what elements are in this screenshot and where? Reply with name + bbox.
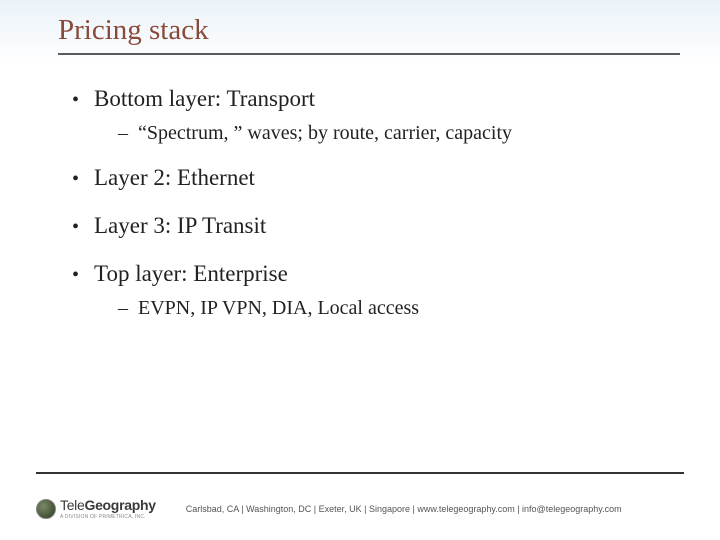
globe-icon <box>36 499 56 519</box>
bullet-text: Top layer: Enterprise <box>94 261 288 287</box>
bullet-text: Layer 2: Ethernet <box>94 165 255 191</box>
logo-subtext: A DIVISION OF PRIMETRICA, INC. <box>60 514 156 520</box>
footer-info: Carlsbad, CA | Washington, DC | Exeter, … <box>186 504 622 514</box>
bullet-icon: • <box>72 90 94 110</box>
bullet-text: Bottom layer: Transport <box>94 86 315 112</box>
bullet-ip-transit: • Layer 3: IP Transit <box>72 213 670 239</box>
subbullet-text: EVPN, IP VPN, DIA, Local access <box>138 297 419 320</box>
logo-text-bold: Geography <box>84 497 155 513</box>
logo-text-light: Tele <box>60 497 84 513</box>
subbullet-transport: – “Spectrum, ” waves; by route, carrier,… <box>118 122 670 145</box>
slide-title: Pricing stack <box>58 14 680 47</box>
bullet-icon: • <box>72 169 94 189</box>
title-region: Pricing stack <box>58 14 680 55</box>
logo: TeleGeography A DIVISION OF PRIMETRICA, … <box>36 497 156 520</box>
bullet-icon: • <box>72 265 94 285</box>
dash-icon: – <box>118 122 138 145</box>
slide: Pricing stack • Bottom layer: Transport … <box>0 0 720 540</box>
footer: TeleGeography A DIVISION OF PRIMETRICA, … <box>36 497 684 520</box>
bullet-ethernet: • Layer 2: Ethernet <box>72 165 670 191</box>
content-region: • Bottom layer: Transport – “Spectrum, ”… <box>72 82 670 340</box>
logo-text: TeleGeography <box>60 497 156 513</box>
subbullet-text: “Spectrum, ” waves; by route, carrier, c… <box>138 122 512 145</box>
bullet-enterprise: • Top layer: Enterprise <box>72 261 670 287</box>
subbullet-enterprise: – EVPN, IP VPN, DIA, Local access <box>118 297 670 320</box>
footer-rule <box>36 472 684 474</box>
logo-text-wrap: TeleGeography A DIVISION OF PRIMETRICA, … <box>60 497 156 520</box>
bullet-text: Layer 3: IP Transit <box>94 213 266 239</box>
bullet-icon: • <box>72 217 94 237</box>
dash-icon: – <box>118 297 138 320</box>
bullet-transport: • Bottom layer: Transport <box>72 86 670 112</box>
